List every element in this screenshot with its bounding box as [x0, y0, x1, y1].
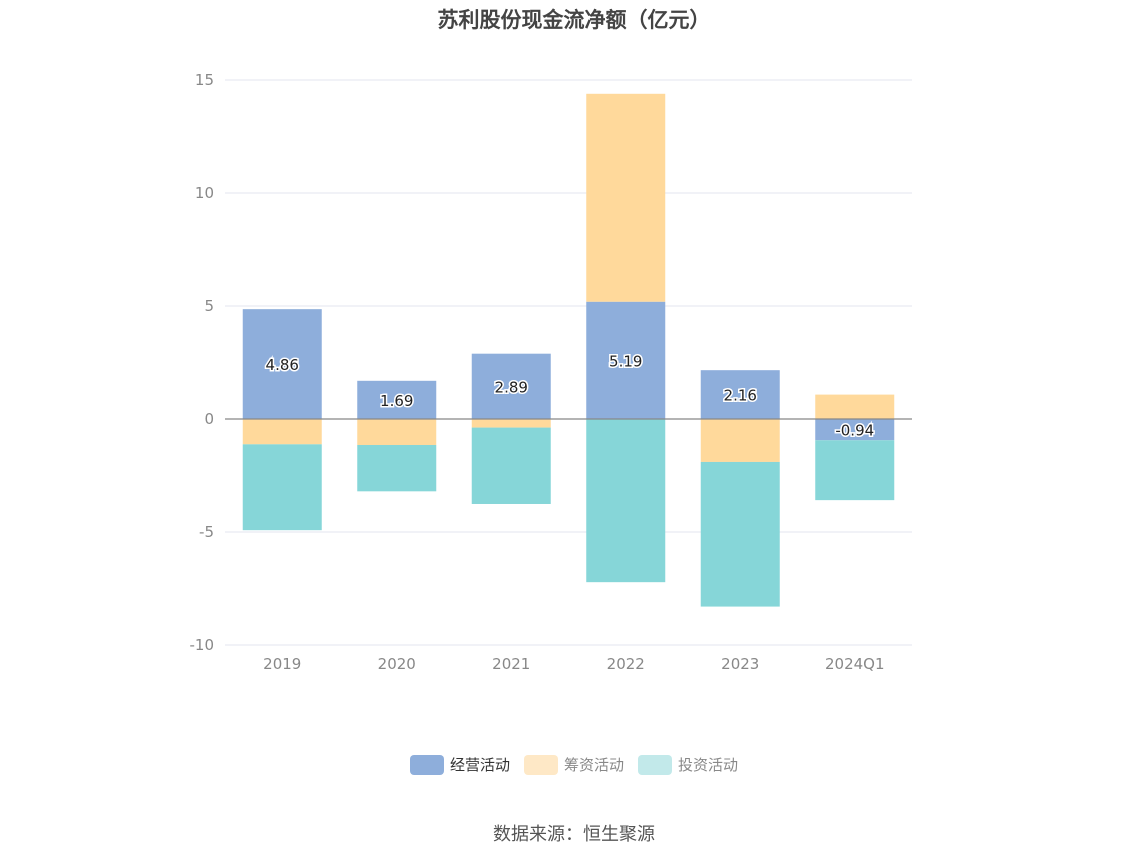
bar-financing-2024Q1[interactable]: [815, 394, 895, 419]
bar-investing-2020[interactable]: [357, 444, 437, 492]
legend: 经营活动 筹资活动 投资活动: [0, 754, 1148, 775]
bar-operating-2021[interactable]: [471, 353, 551, 419]
data-label-2022: 5.19: [609, 352, 642, 370]
x-axis-ticks: 2019 2020 2021 2022 2023 2024Q1: [263, 655, 884, 673]
bar-financing-2023[interactable]: [700, 419, 780, 462]
bar-investing-2023[interactable]: [700, 461, 780, 607]
data-label-2019: 4.86: [266, 356, 299, 374]
legend-item-investing[interactable]: 投资活动: [638, 754, 738, 775]
y-tick-label: -5: [199, 523, 214, 541]
legend-label-operating: 经营活动: [449, 756, 510, 774]
chart-title: 苏利股份现金流净额（亿元）: [437, 8, 711, 32]
data-label-2024Q1: -0.94: [835, 422, 874, 440]
legend-item-operating[interactable]: 经营活动: [409, 754, 510, 775]
bar-financing-2019[interactable]: [242, 419, 322, 445]
x-tick-label: 2023: [721, 655, 759, 673]
x-tick-label: 2024Q1: [825, 655, 885, 673]
bar-operating-2024Q1[interactable]: [815, 419, 895, 441]
zero-line: [225, 418, 912, 646]
bar-investing-2021[interactable]: [471, 427, 551, 504]
legend-swatch-investing: [638, 754, 672, 775]
bar-operating-2023[interactable]: [700, 370, 780, 419]
legend-label-financing: 筹资活动: [563, 756, 624, 774]
legend-item-financing[interactable]: 筹资活动: [523, 754, 624, 775]
x-tick-label: 2020: [378, 655, 416, 673]
y-tick-label: 5: [204, 297, 214, 315]
bar-financing-2022[interactable]: [586, 93, 666, 302]
legend-swatch-operating: [409, 754, 444, 775]
bar-financing-2020[interactable]: [357, 419, 437, 445]
y-tick-label: 15: [195, 71, 214, 89]
data-labels: 4.86 1.69 2.89 5.19 2.16 -0.94: [264, 351, 876, 441]
y-tick-label: 10: [195, 184, 214, 202]
y-axis-ticks: 15 10 5 0 -5 -10: [190, 71, 215, 654]
legend-label-investing: 投资活动: [678, 756, 739, 774]
legend-swatch-financing: [523, 754, 558, 775]
bar-investing-2024Q1[interactable]: [815, 440, 895, 501]
grid-lines: [225, 79, 912, 646]
bar-operating-2022[interactable]: [586, 301, 666, 419]
data-source: 数据来源：恒生聚源: [493, 824, 655, 845]
data-label-2020: 1.69: [380, 392, 413, 410]
bars: [242, 93, 895, 607]
y-tick-label: 0: [204, 410, 214, 428]
data-label-2023: 2.16: [724, 387, 757, 405]
x-tick-label: 2022: [607, 655, 645, 673]
chart-plot: 15 10 5 0 -5 -10 4.86 1.69 2.89 5.19 2.16 -0.94 20…: [190, 71, 912, 673]
bar-operating-2019[interactable]: [242, 309, 322, 419]
x-tick-label: 2019: [263, 655, 301, 673]
bar-financing-2021[interactable]: [471, 419, 551, 428]
y-tick-label: -10: [190, 636, 215, 654]
bar-investing-2022[interactable]: [586, 419, 666, 583]
x-tick-label: 2021: [492, 655, 530, 673]
bar-operating-2020[interactable]: [357, 380, 437, 419]
data-label-2021: 2.89: [495, 378, 528, 396]
bar-investing-2019[interactable]: [242, 444, 322, 531]
